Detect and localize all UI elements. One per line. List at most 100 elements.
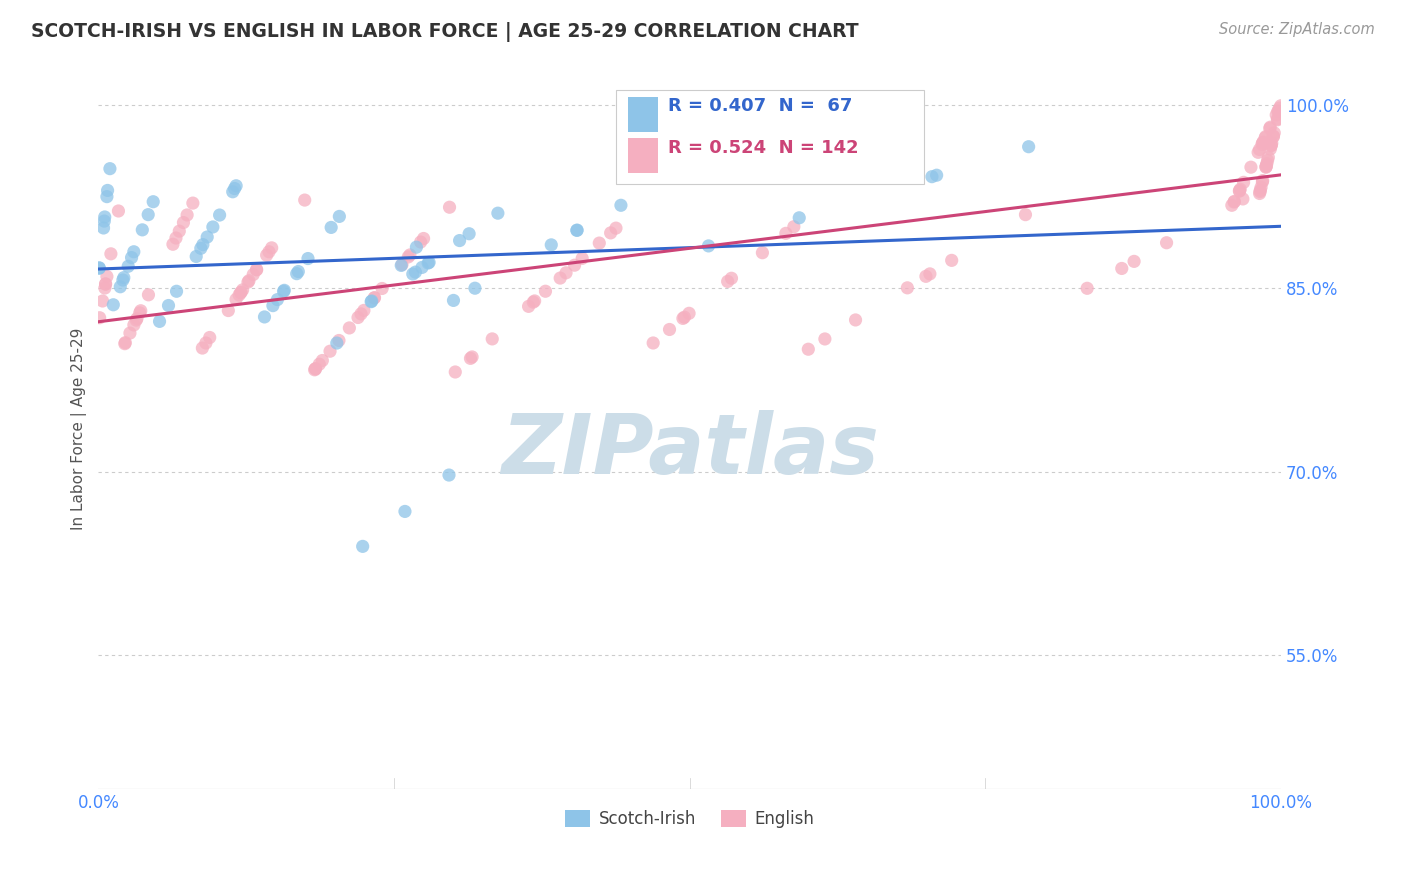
- Point: [1254, 129, 1277, 144]
- Point: [522, 295, 544, 310]
- Point: [266, 293, 288, 307]
- Point: [783, 219, 806, 234]
- Point: [246, 262, 269, 277]
- Point: [93, 221, 115, 235]
- Point: [304, 362, 326, 376]
- Point: [1260, 138, 1282, 153]
- Point: [257, 244, 280, 259]
- Point: [720, 271, 742, 285]
- Point: [1254, 131, 1277, 145]
- Point: [814, 332, 837, 346]
- Point: [122, 318, 145, 332]
- Point: [1229, 182, 1251, 196]
- Point: [517, 299, 540, 313]
- Point: [96, 269, 118, 284]
- Point: [1265, 108, 1288, 122]
- Point: [371, 281, 394, 295]
- Point: [1250, 180, 1272, 194]
- Point: [1268, 101, 1291, 115]
- Point: [1267, 112, 1289, 126]
- Point: [460, 351, 482, 366]
- Point: [1257, 153, 1279, 168]
- Point: [191, 341, 214, 355]
- Point: [363, 291, 385, 305]
- Point: [260, 241, 283, 255]
- Point: [921, 169, 943, 184]
- Point: [548, 271, 571, 285]
- Point: [1251, 137, 1274, 152]
- Text: ZIPatlas: ZIPatlas: [501, 410, 879, 491]
- Point: [360, 294, 382, 309]
- Point: [91, 293, 114, 308]
- Point: [672, 311, 695, 326]
- Point: [238, 274, 260, 288]
- Point: [1247, 145, 1270, 160]
- Point: [114, 335, 136, 350]
- Point: [1220, 198, 1243, 212]
- Point: [256, 248, 278, 262]
- Point: [97, 183, 120, 197]
- Point: [925, 168, 948, 182]
- Point: [103, 298, 125, 312]
- Point: [125, 311, 148, 326]
- Point: [162, 237, 184, 252]
- Point: [389, 259, 412, 273]
- Point: [678, 306, 700, 320]
- Point: [353, 303, 375, 318]
- Point: [658, 322, 681, 336]
- Point: [1257, 150, 1279, 164]
- Point: [89, 261, 111, 276]
- Point: [195, 230, 218, 244]
- Point: [523, 293, 546, 308]
- Point: [236, 275, 259, 289]
- Point: [112, 270, 135, 285]
- Point: [350, 307, 373, 321]
- Point: [93, 214, 115, 228]
- Point: [1111, 261, 1133, 276]
- Point: [534, 285, 557, 299]
- Point: [1076, 281, 1098, 295]
- FancyBboxPatch shape: [616, 90, 924, 184]
- Point: [1260, 138, 1282, 153]
- Point: [352, 540, 374, 554]
- Point: [110, 279, 132, 293]
- Point: [176, 208, 198, 222]
- Point: [1240, 160, 1263, 174]
- Point: [941, 253, 963, 268]
- Point: [118, 326, 141, 340]
- Point: [232, 283, 254, 297]
- Point: [311, 353, 333, 368]
- Point: [405, 240, 427, 254]
- Point: [1249, 185, 1271, 199]
- Point: [918, 267, 941, 281]
- Point: [1156, 235, 1178, 250]
- Point: [418, 255, 440, 269]
- Point: [157, 299, 180, 313]
- Point: [328, 334, 350, 348]
- Point: [224, 181, 246, 195]
- Point: [169, 224, 191, 238]
- Point: [285, 267, 308, 281]
- Point: [114, 336, 136, 351]
- Point: [449, 234, 471, 248]
- Point: [571, 252, 593, 266]
- Point: [122, 244, 145, 259]
- Point: [229, 285, 252, 300]
- Point: [396, 250, 419, 264]
- Point: [697, 239, 720, 253]
- Point: [100, 247, 122, 261]
- Point: [225, 178, 247, 193]
- Point: [121, 251, 143, 265]
- Point: [540, 238, 562, 252]
- Point: [404, 265, 426, 279]
- Point: [418, 256, 440, 270]
- Point: [304, 361, 326, 376]
- Point: [439, 200, 461, 214]
- Point: [136, 208, 159, 222]
- Point: [1251, 175, 1274, 189]
- Point: [225, 293, 247, 307]
- Text: SCOTCH-IRISH VS ENGLISH IN LABOR FORCE | AGE 25-29 CORRELATION CHART: SCOTCH-IRISH VS ENGLISH IN LABOR FORCE |…: [31, 22, 859, 42]
- Point: [1223, 194, 1246, 209]
- Point: [1270, 99, 1292, 113]
- Point: [129, 303, 152, 318]
